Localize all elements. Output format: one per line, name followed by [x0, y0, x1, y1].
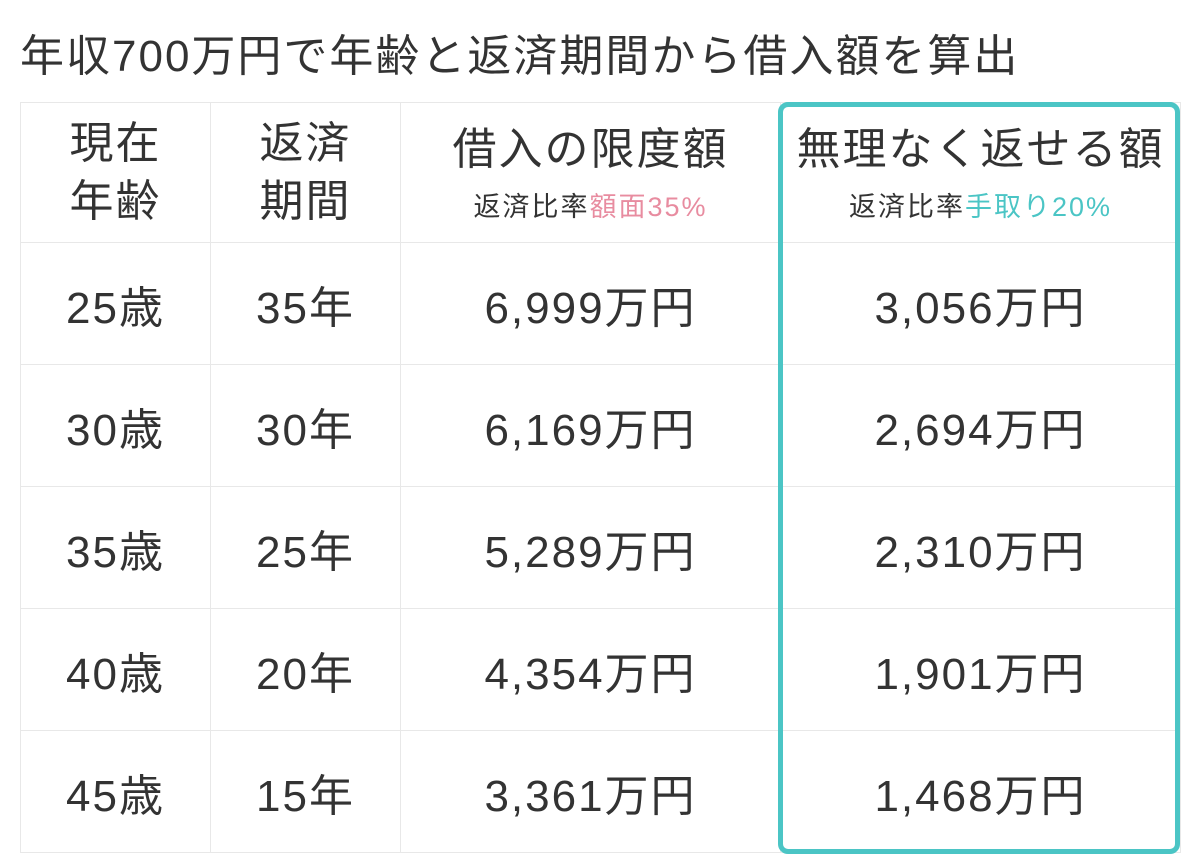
page-title: 年収700万円で年齢と返済期間から借入額を算出	[20, 20, 1180, 84]
cell-age: 30歳	[21, 365, 211, 487]
header-period-line2: 期間	[211, 173, 400, 230]
table-body: 25歳 35年 6,999万円 3,056万円 30歳 30年 6,169万円 …	[21, 243, 1181, 853]
cell-comfortable: 3,056万円	[781, 243, 1181, 365]
header-age-line1: 現在	[21, 115, 210, 172]
cell-limit: 5,289万円	[401, 487, 781, 609]
header-period-line1: 返済	[211, 115, 400, 172]
cell-period: 25年	[211, 487, 401, 609]
cell-limit: 3,361万円	[401, 731, 781, 853]
header-period: 返済 期間	[211, 103, 401, 243]
cell-period: 35年	[211, 243, 401, 365]
header-age: 現在 年齢	[21, 103, 211, 243]
table-container: 現在 年齢 返済 期間 借入の限度額 返済比率額面35% 無理なく返せる額 返	[20, 102, 1180, 853]
header-comfortable-sub-prefix: 返済比率	[849, 192, 965, 222]
cell-period: 30年	[211, 365, 401, 487]
table-row: 40歳 20年 4,354万円 1,901万円	[21, 609, 1181, 731]
cell-age: 45歳	[21, 731, 211, 853]
cell-age: 40歳	[21, 609, 211, 731]
cell-age: 25歳	[21, 243, 211, 365]
cell-comfortable: 1,901万円	[781, 609, 1181, 731]
table-row: 25歳 35年 6,999万円 3,056万円	[21, 243, 1181, 365]
cell-age: 35歳	[21, 487, 211, 609]
cell-limit: 4,354万円	[401, 609, 781, 731]
cell-limit: 6,999万円	[401, 243, 781, 365]
cell-period: 15年	[211, 731, 401, 853]
header-limit-sub-prefix: 返済比率	[473, 192, 589, 222]
cell-limit: 6,169万円	[401, 365, 781, 487]
header-limit-sub-accent: 額面35%	[589, 192, 707, 222]
header-comfortable-sub-accent: 手取り20%	[965, 192, 1112, 222]
loan-table: 現在 年齢 返済 期間 借入の限度額 返済比率額面35% 無理なく返せる額 返	[20, 102, 1181, 853]
cell-comfortable: 2,310万円	[781, 487, 1181, 609]
header-limit: 借入の限度額 返済比率額面35%	[401, 103, 781, 243]
header-limit-main: 借入の限度額	[401, 121, 780, 178]
cell-period: 20年	[211, 609, 401, 731]
header-comfortable: 無理なく返せる額 返済比率手取り20%	[781, 103, 1181, 243]
table-row: 35歳 25年 5,289万円 2,310万円	[21, 487, 1181, 609]
table-row: 30歳 30年 6,169万円 2,694万円	[21, 365, 1181, 487]
table-row: 45歳 15年 3,361万円 1,468万円	[21, 731, 1181, 853]
table-header-row: 現在 年齢 返済 期間 借入の限度額 返済比率額面35% 無理なく返せる額 返	[21, 103, 1181, 243]
cell-comfortable: 2,694万円	[781, 365, 1181, 487]
header-limit-sub: 返済比率額面35%	[401, 185, 780, 224]
header-age-line2: 年齢	[21, 173, 210, 230]
header-comfortable-main: 無理なく返せる額	[781, 121, 1180, 178]
header-comfortable-sub: 返済比率手取り20%	[781, 185, 1180, 224]
cell-comfortable: 1,468万円	[781, 731, 1181, 853]
